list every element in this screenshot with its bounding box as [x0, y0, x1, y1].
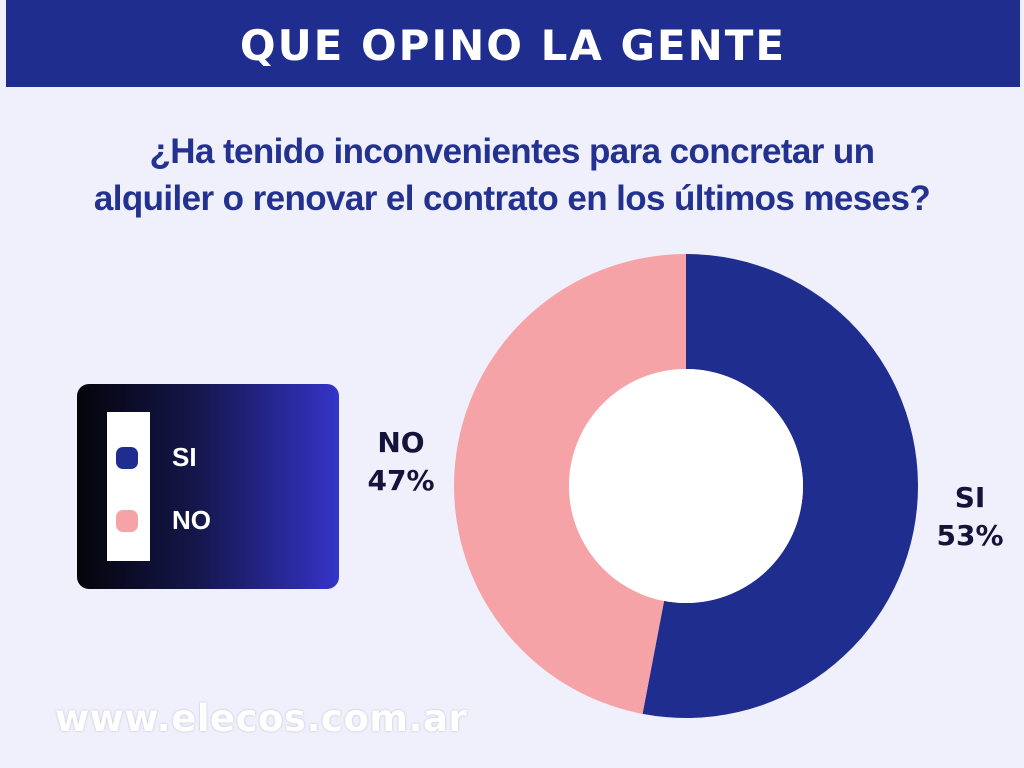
legend-swatch-no [116, 510, 138, 532]
donut-slice-no [453, 254, 686, 714]
question-line-1: ¿Ha tenido inconvenientes para concretar… [149, 132, 876, 171]
question-text: ¿Ha tenido inconvenientes para concretar… [0, 128, 1024, 222]
legend-swatch-si [116, 447, 138, 469]
legend-label-no: NO [172, 505, 211, 535]
legend-label-si: SI [172, 442, 197, 472]
donut-slice-si [642, 254, 918, 718]
donut-hole [569, 369, 803, 603]
slice-label-si-name: SI [954, 481, 986, 514]
slice-label-si: SI 53% [928, 479, 1012, 555]
slice-label-no-value: 47% [367, 464, 435, 497]
legend-stripe [107, 412, 150, 561]
slice-label-si-value: 53% [936, 519, 1004, 552]
website-watermark: www.elecos.com.ar [55, 697, 468, 740]
question-line-2: alquiler o renovar el contrato en los úl… [93, 179, 931, 218]
header-bar: QUE OPINO LA GENTE [6, 0, 1020, 87]
slice-label-no: NO 47% [355, 424, 447, 500]
slice-label-no-name: NO [377, 426, 425, 459]
chart-legend: SI NO [77, 384, 339, 589]
header-title: QUE OPINO LA GENTE [239, 21, 787, 70]
